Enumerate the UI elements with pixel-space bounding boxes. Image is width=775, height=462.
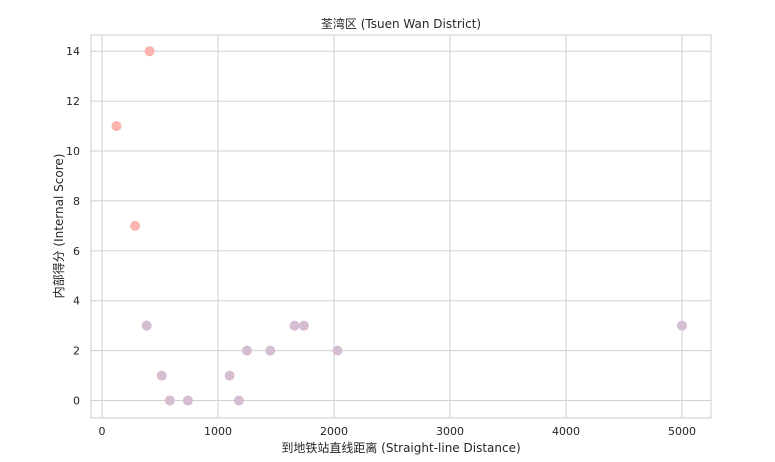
y-tick-label: 2 <box>73 345 80 358</box>
data-point <box>233 395 244 406</box>
data-point <box>164 395 175 406</box>
x-tick-label: 5000 <box>668 425 696 438</box>
x-tick-label: 1000 <box>204 425 232 438</box>
data-point <box>242 345 253 356</box>
chart-title: 荃湾区 (Tsuen Wan District) <box>321 16 481 31</box>
y-tick-label: 4 <box>73 295 80 308</box>
y-axis-title: 内部得分 (Internal Score) <box>51 154 66 299</box>
y-tick-label: 0 <box>73 395 80 408</box>
data-point <box>677 320 688 331</box>
y-tick-label: 10 <box>66 145 80 158</box>
y-tick-label: 8 <box>73 195 80 208</box>
x-axis-title: 到地铁站直线距离 (Straight-line Distance) <box>281 440 520 455</box>
data-point <box>141 320 152 331</box>
data-point <box>130 220 141 231</box>
points <box>111 46 688 406</box>
y-tick-label: 6 <box>73 245 80 258</box>
plot-frame <box>90 34 712 419</box>
data-point <box>182 395 193 406</box>
x-tick-label: 3000 <box>436 425 464 438</box>
grid <box>91 35 711 418</box>
x-tick-label: 0 <box>99 425 106 438</box>
data-point <box>111 121 122 132</box>
tick-labels: 0 1000 2000 3000 4000 5000 0 2 4 6 8 10 12 14 <box>66 45 696 438</box>
x-tick-label: 4000 <box>552 425 580 438</box>
data-point <box>144 46 155 57</box>
data-point <box>298 320 309 331</box>
y-tick-label: 14 <box>66 45 80 58</box>
data-point <box>224 370 235 381</box>
data-point <box>265 345 276 356</box>
data-point <box>156 370 167 381</box>
y-tick-label: 12 <box>66 95 80 108</box>
data-point <box>332 345 343 356</box>
data-point <box>289 320 300 331</box>
x-tick-label: 2000 <box>320 425 348 438</box>
